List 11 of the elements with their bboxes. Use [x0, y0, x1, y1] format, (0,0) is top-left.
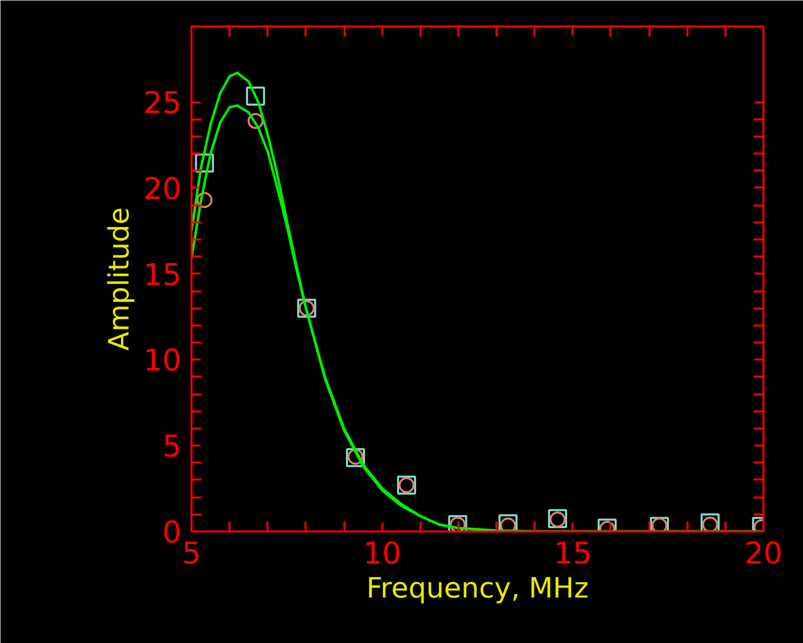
x-axis-title: Frequency, MHz [366, 572, 589, 604]
x-tick-label: 20 [744, 536, 783, 572]
y-tick-label: 25 [143, 86, 182, 122]
y-tick-label: 20 [143, 172, 182, 207]
x-tick-label: 10 [363, 536, 402, 572]
x-tick-label: 15 [554, 536, 592, 572]
y-axis-title: Amplitude [102, 207, 136, 351]
y-tick-label: 15 [143, 258, 182, 293]
y-tick-label: 5 [162, 430, 182, 465]
y-tick-label: 0 [162, 516, 182, 550]
y-tick-label: 10 [143, 344, 182, 379]
